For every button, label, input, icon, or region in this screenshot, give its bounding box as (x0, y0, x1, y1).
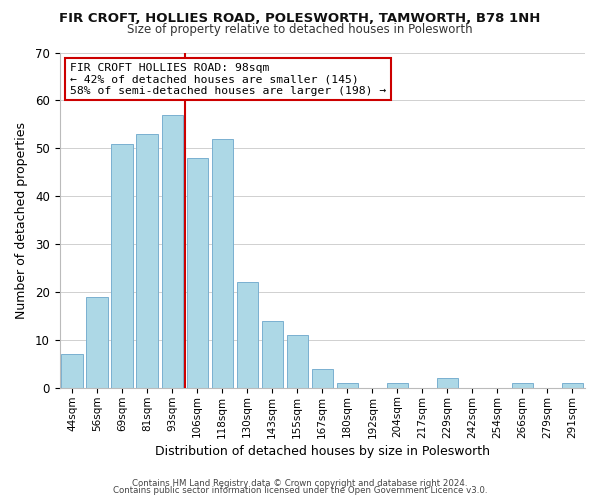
Bar (161, 115, 183, 388)
Bar (387, 383, 408, 388)
Bar (86, 297, 108, 388)
Bar (437, 378, 458, 388)
Text: Contains HM Land Registry data © Crown copyright and database right 2024.: Contains HM Land Registry data © Crown c… (132, 478, 468, 488)
Bar (512, 383, 533, 388)
Bar (562, 383, 583, 388)
Text: Size of property relative to detached houses in Polesworth: Size of property relative to detached ho… (127, 22, 473, 36)
Bar (212, 138, 233, 388)
Bar (112, 144, 133, 388)
X-axis label: Distribution of detached houses by size in Polesworth: Distribution of detached houses by size … (155, 444, 490, 458)
Bar (337, 383, 358, 388)
Y-axis label: Number of detached properties: Number of detached properties (15, 122, 28, 318)
Text: FIR CROFT, HOLLIES ROAD, POLESWORTH, TAMWORTH, B78 1NH: FIR CROFT, HOLLIES ROAD, POLESWORTH, TAM… (59, 12, 541, 26)
Bar (61, 354, 83, 388)
Bar (187, 158, 208, 388)
Text: FIR CROFT HOLLIES ROAD: 98sqm
← 42% of detached houses are smaller (145)
58% of : FIR CROFT HOLLIES ROAD: 98sqm ← 42% of d… (70, 62, 386, 96)
Bar (262, 320, 283, 388)
Bar (236, 282, 258, 388)
Bar (136, 134, 158, 388)
Bar (311, 368, 333, 388)
Bar (287, 335, 308, 388)
Text: Contains public sector information licensed under the Open Government Licence v3: Contains public sector information licen… (113, 486, 487, 495)
